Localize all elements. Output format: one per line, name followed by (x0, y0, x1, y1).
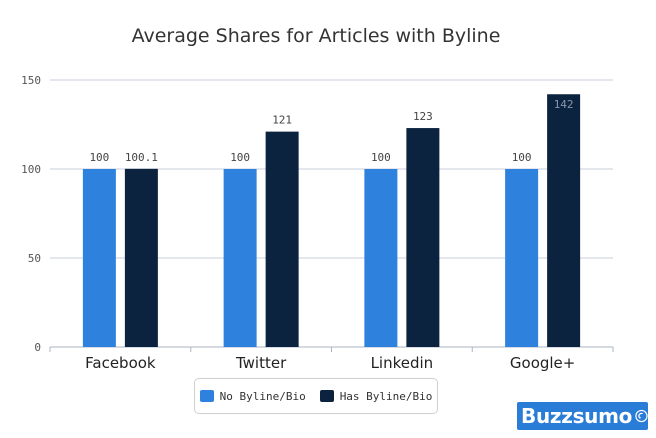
legend-label-has-byline: Has Byline/Bio (339, 389, 433, 403)
legend-label-no-byline: No Byline/Bio (219, 389, 306, 403)
data-label: 121 (272, 114, 292, 127)
data-labels: 100 100.1 100 121 100 123 100 142 (89, 98, 573, 164)
x-tick-label: Linkedin (371, 354, 434, 372)
bar-facebook-series-0[interactable] (82, 169, 116, 347)
bar-twitter-series-1[interactable] (265, 131, 299, 347)
y-tick-label: 50 (28, 252, 41, 265)
bar-facebook-series-1[interactable] (124, 168, 158, 347)
legend-item-has-byline[interactable]: Has Byline/Bio (319, 389, 433, 403)
legend: No Byline/Bio Has Byline/Bio (194, 378, 438, 414)
bar-google-series-1[interactable] (547, 94, 581, 348)
bar-chart: Average Shares for Articles with Byline … (21, 25, 614, 372)
legend-swatch-no-byline (199, 390, 214, 402)
bar-linkedin-series-1[interactable] (406, 128, 440, 347)
legend-swatch-has-byline (319, 390, 334, 402)
data-label: 100 (512, 151, 532, 164)
y-tick-label: 100 (21, 163, 41, 176)
data-label: 100.1 (125, 151, 158, 164)
data-label: 100 (371, 151, 391, 164)
data-label: 123 (413, 110, 433, 123)
legend-item-no-byline[interactable]: No Byline/Bio (199, 389, 306, 403)
buzzsumo-logo: Buzzsumo (517, 402, 648, 430)
x-tick-label: Google+ (510, 354, 575, 372)
brand-name: Buzzsumo (521, 404, 633, 428)
x-tick-label: Facebook (85, 354, 156, 372)
bar-linkedin-series-0[interactable] (364, 169, 398, 347)
data-label: 100 (230, 151, 250, 164)
y-tick-label: 150 (21, 74, 41, 87)
bar-google-series-0[interactable] (505, 169, 539, 347)
x-tick-label: Twitter (235, 354, 287, 372)
x-axis-ticks: Facebook Twitter Linkedin Google+ (49, 347, 614, 372)
data-label: 142 (554, 98, 574, 111)
y-axis-labels: 0 50 100 150 (21, 74, 41, 354)
bars (82, 94, 581, 348)
chart-title: Average Shares for Articles with Byline (132, 25, 501, 47)
y-tick-label: 0 (34, 341, 41, 354)
data-label: 100 (89, 151, 109, 164)
bar-twitter-series-0[interactable] (223, 169, 257, 347)
broadcast-icon (635, 409, 648, 423)
